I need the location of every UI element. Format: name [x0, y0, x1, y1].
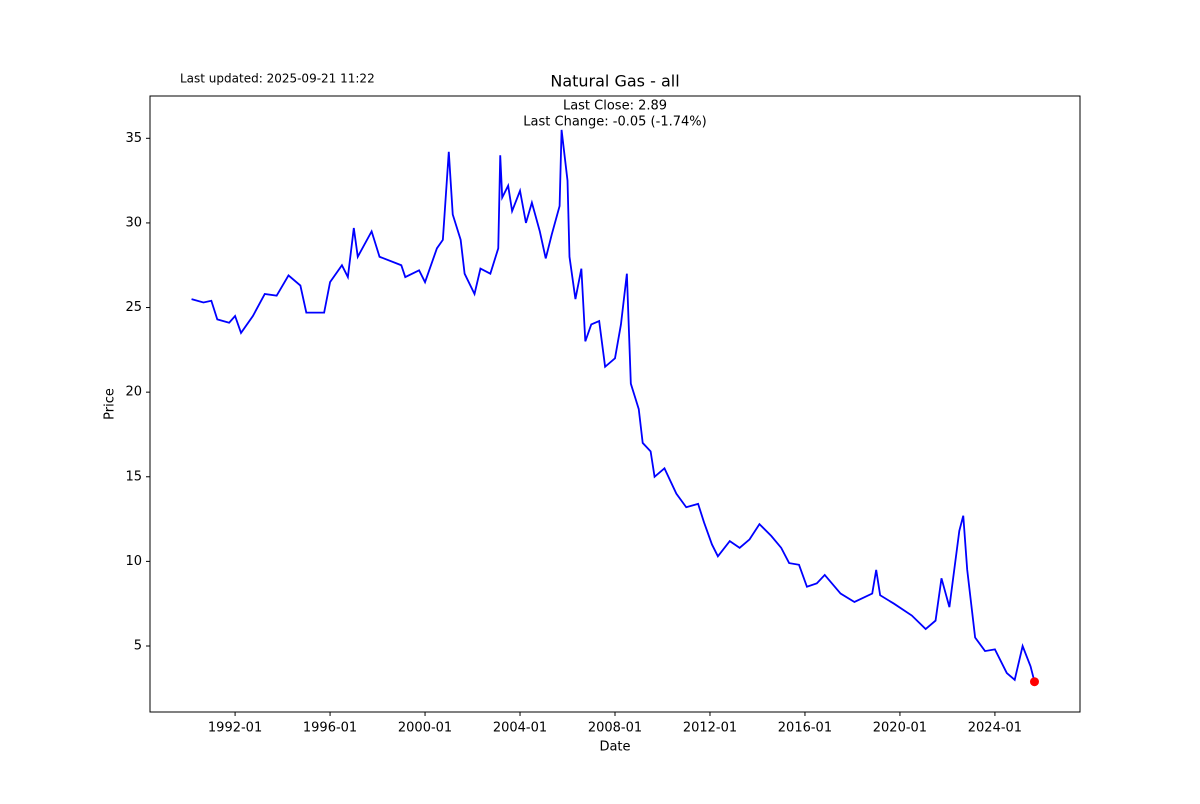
x-tick-label: 1992-01 [208, 721, 262, 736]
y-tick-label: 15 [125, 469, 142, 484]
x-tick-label: 2020-01 [873, 721, 927, 736]
x-tick-label: 2000-01 [398, 721, 452, 736]
y-tick-label: 20 [125, 385, 142, 400]
price-line [191, 129, 1036, 682]
last-point [1029, 677, 1039, 687]
x-tick-label: 2016-01 [778, 721, 832, 736]
x-axis-label: Date [599, 740, 630, 755]
plot-frame [149, 95, 1081, 713]
x-tick-label: 2012-01 [683, 721, 737, 736]
y-tick-label: 25 [125, 300, 142, 315]
change-note: Last Change: -0.05 (-1.74%) [523, 115, 706, 130]
y-tick-label: 35 [125, 131, 142, 146]
y-tick-label: 5 [134, 639, 142, 654]
x-tick-label: 1996-01 [303, 721, 357, 736]
x-tick-label: 2024-01 [968, 721, 1022, 736]
y-tick-label: 10 [125, 554, 142, 569]
close-note: Last Close: 2.89 [563, 99, 667, 114]
updated-note: Last updated: 2025-09-21 11:22 [180, 72, 375, 86]
y-tick-label: 30 [125, 215, 142, 230]
x-tick-label: 2004-01 [493, 721, 547, 736]
x-tick-label: 2008-01 [588, 721, 642, 736]
chart-title: Natural Gas - all [550, 72, 679, 91]
y-axis-label: Price [103, 388, 118, 420]
